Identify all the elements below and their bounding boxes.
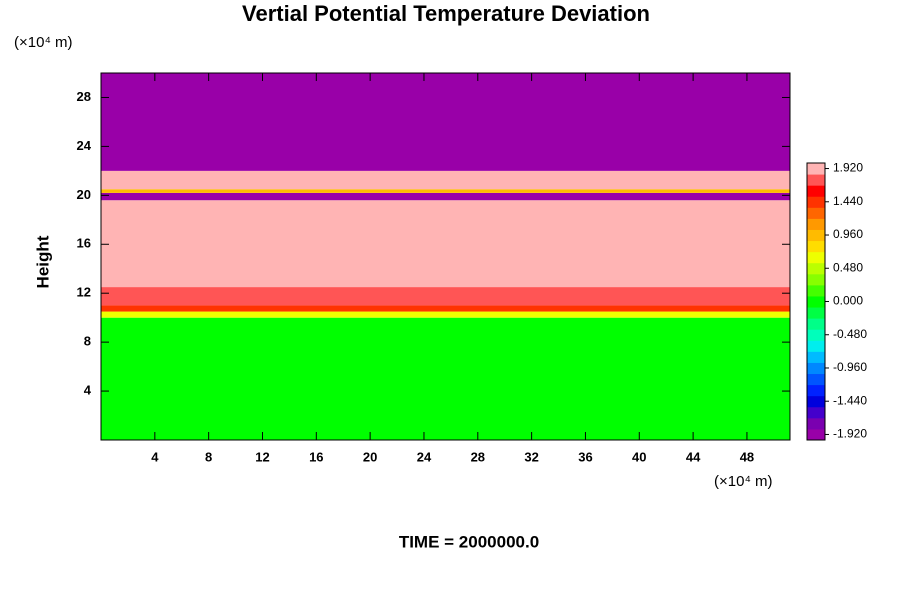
y-tick-label: 8 [84, 334, 91, 349]
colorbar-cell [807, 318, 825, 330]
colorbar-label: -1.440 [833, 393, 867, 407]
colorbar-cell [807, 373, 825, 386]
colorbar-label: -0.960 [833, 360, 867, 374]
x-tick-label: 48 [740, 449, 754, 464]
colorbar-cell [807, 351, 825, 363]
contour-band [101, 287, 790, 306]
colorbar-cell [807, 207, 825, 219]
colorbar-cell [807, 295, 825, 308]
y-unit: (×10⁴ m) [14, 34, 73, 51]
colorbar-label: 1.920 [833, 161, 863, 175]
colorbar-label: 0.000 [833, 294, 863, 308]
colorbar-cell [807, 406, 825, 419]
colorbar-cell [807, 340, 825, 352]
colorbar-label: 0.480 [833, 260, 863, 274]
x-tick-label: 44 [686, 449, 701, 464]
y-tick-label: 4 [84, 383, 92, 398]
footer-label: TIME = 2000000.0 [399, 532, 539, 551]
y-tick-label: 12 [77, 285, 91, 300]
contour-band [101, 170, 790, 190]
colorbar-label: -1.920 [833, 427, 867, 441]
colorbar-cell [807, 417, 825, 430]
x-tick-label: 8 [205, 449, 212, 464]
x-tick-label: 36 [578, 449, 592, 464]
y-tick-label: 16 [77, 236, 91, 251]
contour-band [101, 189, 790, 193]
contour-band [101, 200, 790, 288]
y-tick-label: 28 [77, 89, 91, 104]
colorbar-label: 0.960 [833, 227, 863, 241]
x-tick-label: 32 [524, 449, 538, 464]
contour-band [101, 311, 790, 318]
contour-band [101, 73, 790, 171]
x-tick-label: 20 [363, 449, 377, 464]
colorbar-cell [807, 229, 825, 242]
x-unit: (×10⁴ m) [714, 473, 773, 490]
x-tick-label: 12 [255, 449, 269, 464]
colorbar-label: -0.480 [833, 327, 867, 341]
contour-band [101, 305, 790, 312]
colorbar-cell [807, 284, 825, 297]
plot-frame [100, 72, 791, 441]
colorbar-cell [807, 251, 825, 264]
colorbar-cell [807, 262, 825, 275]
x-tick-label: 4 [151, 449, 159, 464]
colorbar-cell [807, 218, 825, 230]
chart-title: Vertial Potential Temperature Deviation [242, 1, 650, 26]
contour-band [101, 192, 790, 201]
colorbar-cell [807, 307, 825, 319]
colorbar-cell [807, 185, 825, 197]
colorbar-cell [807, 174, 825, 186]
colorbar-cell [807, 163, 825, 175]
y-axis-label: Height [33, 235, 52, 288]
colorbar-cell [807, 395, 825, 408]
colorbar-cell [807, 196, 825, 208]
x-tick-label: 28 [471, 449, 485, 464]
colorbar-cell [807, 240, 825, 253]
y-tick-label: 24 [77, 138, 92, 153]
colorbar-label: 1.440 [833, 194, 863, 208]
colorbar-cell [807, 329, 825, 341]
colorbar-cell [807, 384, 825, 397]
contour-band [101, 317, 790, 440]
colorbar-cell [807, 362, 825, 375]
x-tick-label: 40 [632, 449, 646, 464]
x-tick-label: 24 [417, 449, 432, 464]
y-tick-label: 20 [77, 187, 91, 202]
x-tick-label: 16 [309, 449, 323, 464]
colorbar-cell [807, 428, 825, 441]
colorbar-cell [807, 273, 825, 286]
